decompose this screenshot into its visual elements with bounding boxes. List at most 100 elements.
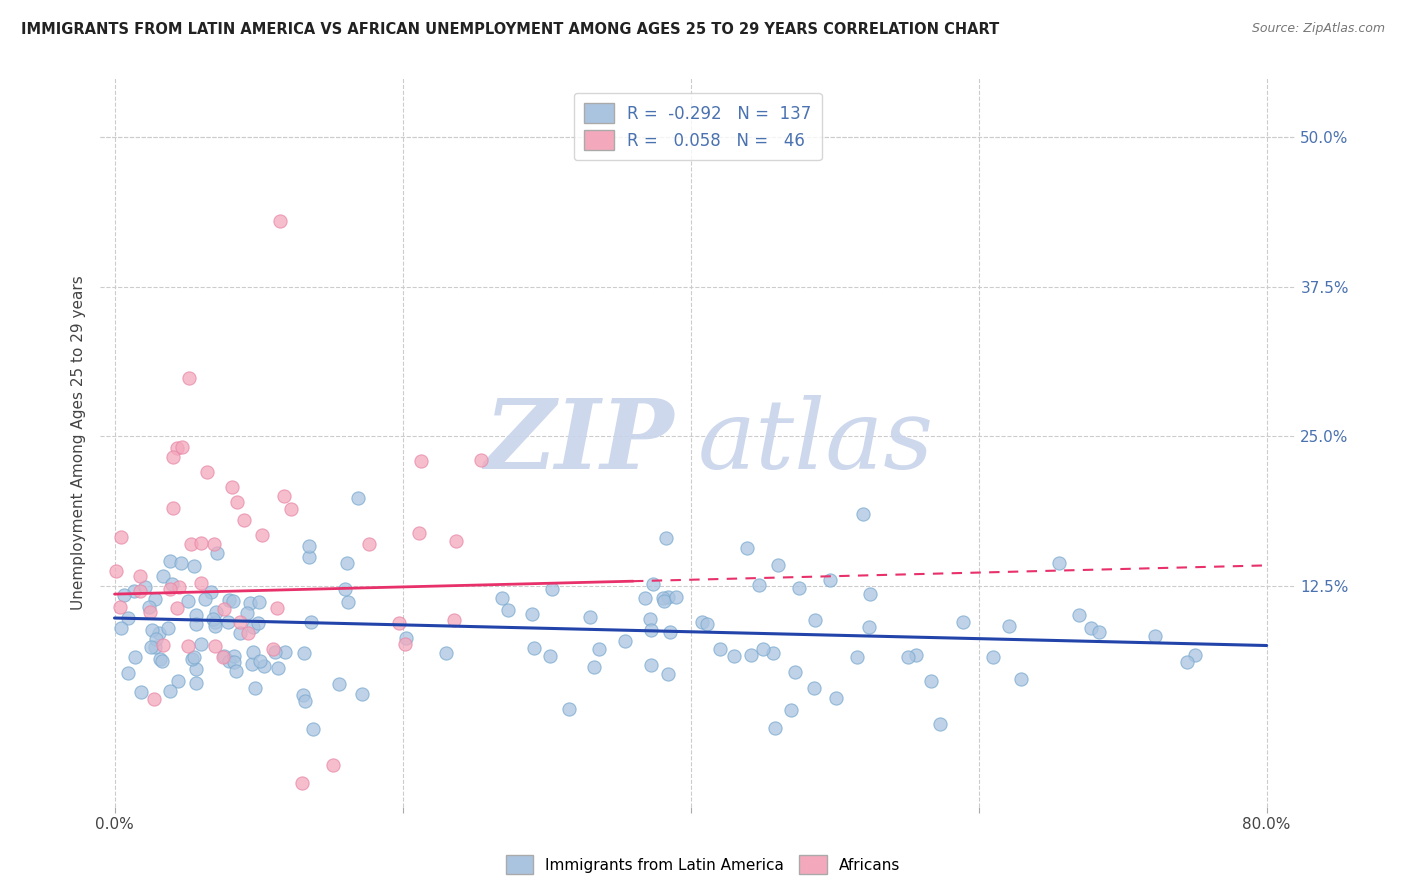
Point [336,556,359,570]
Point [250,528,273,542]
Point [253,658,276,673]
Point [222,655,245,669]
Text: Source: ZipAtlas.com: Source: ZipAtlas.com [1251,22,1385,36]
Point [779,703,801,717]
Point [818,573,841,587]
Point [357,537,380,551]
Point [825,691,848,706]
Point [709,641,731,656]
Point [149,651,172,665]
Point [204,619,226,633]
Point [229,615,252,629]
Point [166,441,188,455]
Point [803,681,825,696]
Point [204,615,226,629]
Point [177,371,200,385]
Point [138,599,160,614]
Point [184,616,207,631]
Point [655,531,678,545]
Point [614,634,637,648]
Point [205,606,228,620]
Point [194,592,217,607]
Point [202,613,225,627]
Point [159,582,181,596]
Point [1088,624,1111,639]
Point [652,593,675,607]
Point [218,593,240,607]
Point [177,593,200,607]
Text: ZIP: ZIP [484,395,673,489]
Text: IMMIGRANTS FROM LATIN AMERICA VS AFRICAN UNEMPLOYMENT AMONG AGES 25 TO 29 YEARS : IMMIGRANTS FROM LATIN AMERICA VS AFRICAN… [21,22,1000,37]
Point [104,565,127,579]
Point [166,600,188,615]
Point [352,687,374,701]
Point [540,582,562,596]
Point [233,513,256,527]
Point [388,616,411,631]
Point [117,611,139,625]
Point [659,625,682,640]
Point [558,702,581,716]
Point [301,722,323,736]
Point [247,595,270,609]
Point [190,536,212,550]
Point [1184,648,1206,663]
Point [520,607,543,622]
Point [690,615,713,629]
Point [222,648,245,663]
Point [180,652,202,666]
Point [298,549,321,564]
Point [264,645,287,659]
Point [112,588,135,602]
Point [858,619,880,633]
Point [952,615,974,629]
Point [763,721,786,735]
Point [128,569,150,583]
Point [247,615,270,630]
Y-axis label: Unemployment Among Ages 25 to 29 years: Unemployment Among Ages 25 to 29 years [72,275,86,609]
Point [186,662,208,676]
Point [928,717,950,731]
Point [242,619,264,633]
Point [266,601,288,615]
Point [496,603,519,617]
Point [634,591,657,605]
Point [920,673,942,688]
Point [434,646,457,660]
Point [134,580,156,594]
Point [240,657,263,672]
Point [766,558,789,573]
Point [212,602,235,616]
Point [274,645,297,659]
Point [491,591,513,605]
Point [180,537,202,551]
Point [131,684,153,698]
Point [640,623,662,637]
Point [226,494,249,508]
Point [145,632,167,646]
Point [298,539,321,553]
Point [150,654,173,668]
Point [723,648,745,663]
Point [148,626,170,640]
Point [110,530,132,544]
Point [152,568,174,582]
Point [752,641,775,656]
Point [291,776,314,790]
Point [408,525,430,540]
Point [218,654,240,668]
Point [162,577,184,591]
Point [225,665,247,679]
Point [328,677,350,691]
Point [579,610,602,624]
Point [735,541,758,555]
Point [292,646,315,660]
Point [294,694,316,708]
Point [166,674,188,689]
Point [162,450,184,464]
Point [262,641,284,656]
Text: atlas: atlas [697,395,934,489]
Point [394,637,416,651]
Point [139,640,162,654]
Point [640,658,662,673]
